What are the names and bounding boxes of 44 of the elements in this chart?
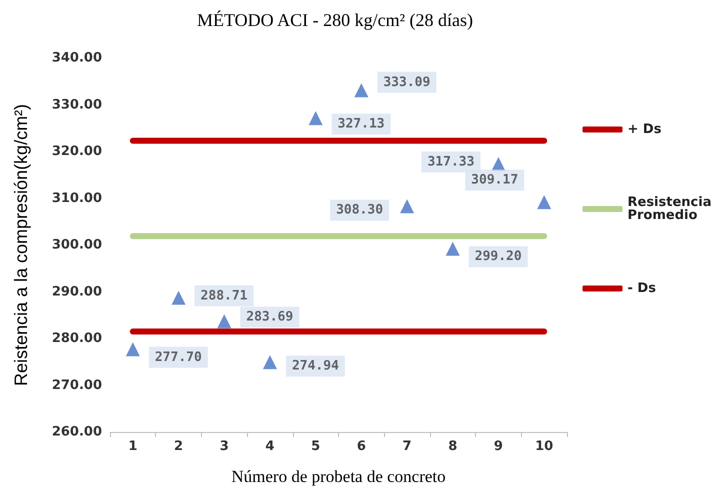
y-tick-label: 310.00 <box>52 190 102 206</box>
x-axis-title: Número de probeta de concreto <box>231 467 446 486</box>
legend-label: - Ds <box>627 281 656 296</box>
y-tick-label: 340.00 <box>52 50 102 66</box>
x-tick-label: 8 <box>448 439 458 454</box>
y-tick-label: 300.00 <box>52 238 102 252</box>
x-tick-label: 6 <box>356 439 366 454</box>
chart-title: MÉTODO ACI - 280 kg/cm² (28 días) <box>196 10 474 30</box>
text: 288.71 <box>200 288 248 304</box>
point <box>354 83 368 98</box>
x-tick-label: 10 <box>535 439 554 454</box>
legend-label: + Ds <box>627 122 662 137</box>
point <box>262 355 277 370</box>
y-tick-label: 290.00 <box>52 284 102 300</box>
text: 274.94 <box>292 358 339 374</box>
text: 277.70 <box>154 350 202 365</box>
point <box>537 195 552 210</box>
x-tick-label: 2 <box>174 439 184 454</box>
point <box>308 111 323 126</box>
point <box>217 314 232 328</box>
x-tick-label: 3 <box>220 439 229 454</box>
x-tick-label: 1 <box>128 439 138 454</box>
y-tick-label: 330.00 <box>52 97 102 112</box>
text: 333.09 <box>383 74 430 90</box>
text: 299.20 <box>474 249 522 264</box>
y-tick-label: 320.00 <box>52 144 102 159</box>
point <box>126 342 140 356</box>
point <box>400 199 414 214</box>
y-tick-label: 280.00 <box>52 331 102 346</box>
x-tick-label: 5 <box>311 439 320 454</box>
text: 317.33 <box>427 154 474 170</box>
text: 308.30 <box>336 202 384 218</box>
text: 283.69 <box>246 310 294 325</box>
x-tick-label: 9 <box>494 439 503 454</box>
legend-label: Resistencia Promedio <box>627 195 716 223</box>
text: 327.13 <box>338 116 385 132</box>
point <box>172 290 186 305</box>
y-tick-label: 260.00 <box>52 424 102 440</box>
x-tick-label: 7 <box>402 439 412 454</box>
x-tick-label: 4 <box>265 439 274 454</box>
point <box>446 242 460 256</box>
y-axis-title: Reistencia a la compresión(kg/cm²) <box>11 104 31 386</box>
y-tick-label: 270.00 <box>52 378 102 393</box>
text: 309.17 <box>471 172 518 188</box>
